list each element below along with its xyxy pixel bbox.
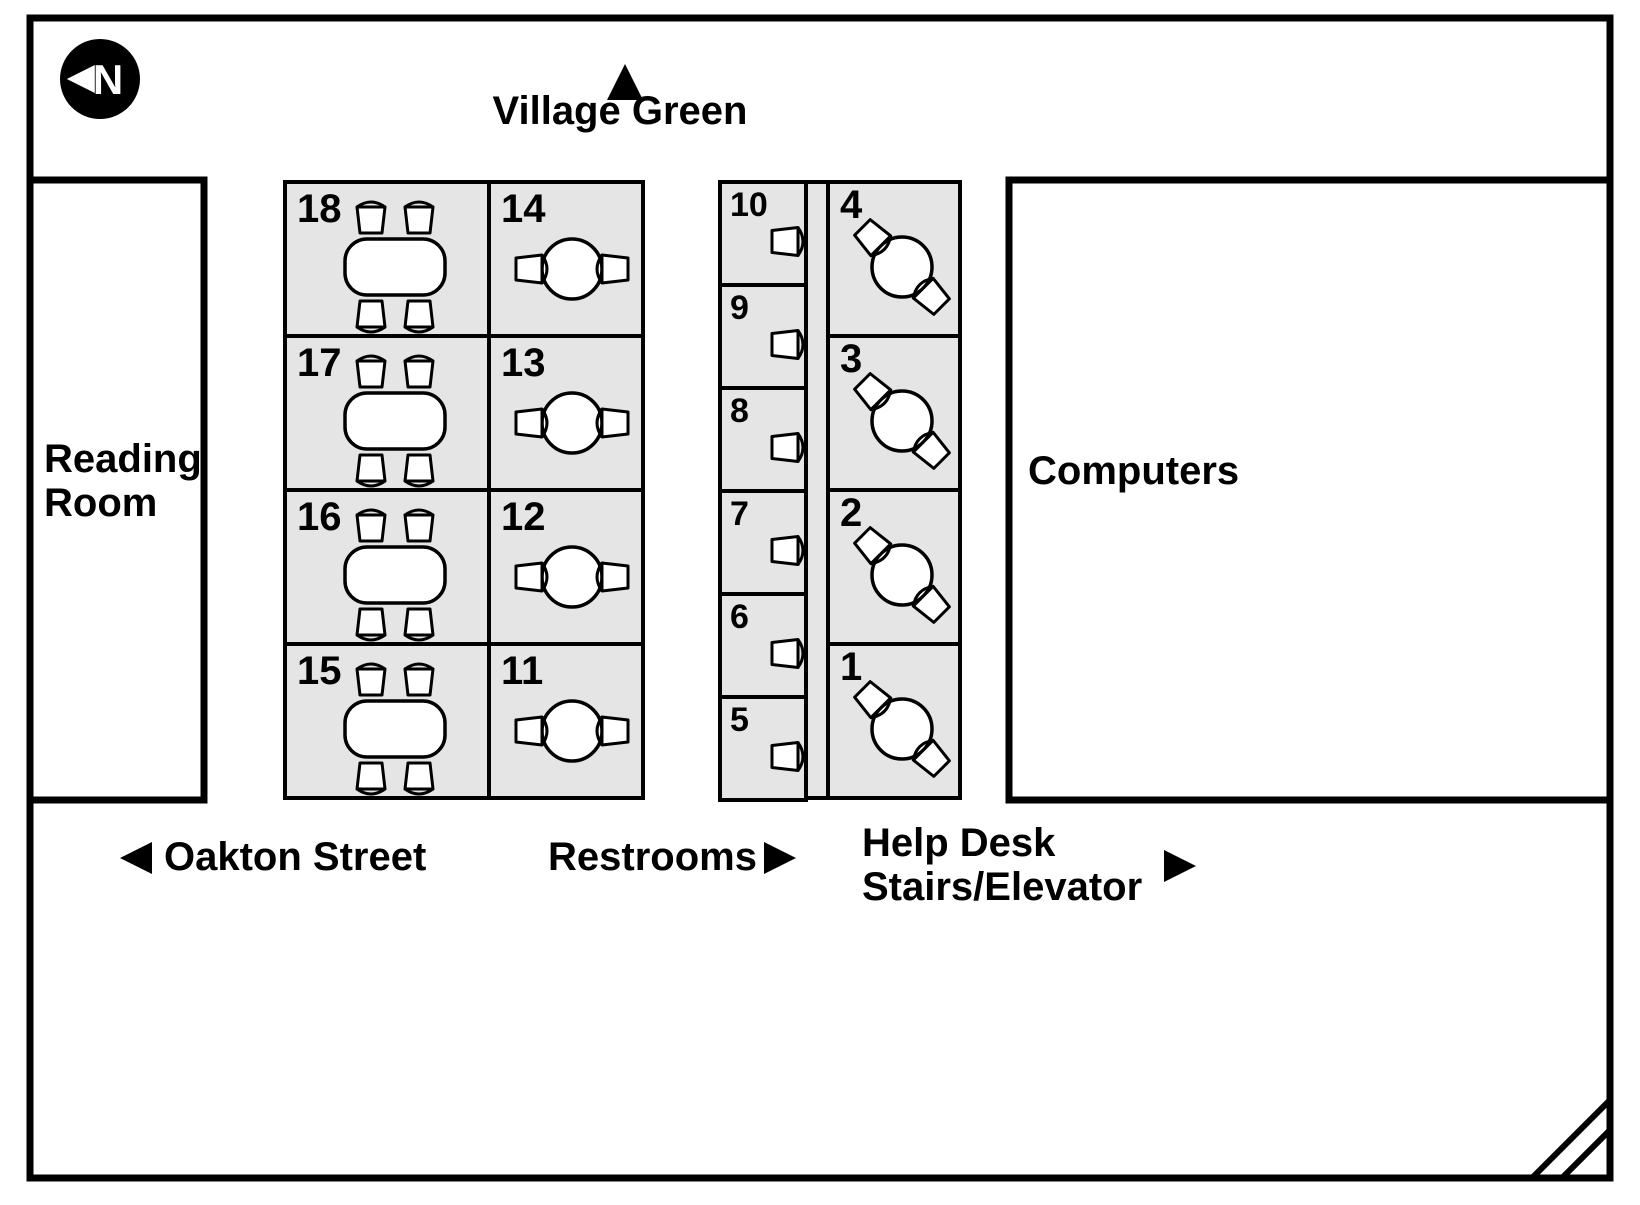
svg-text:3: 3 xyxy=(840,337,862,381)
table-column-d: 4 3 2 1 xyxy=(828,182,960,798)
svg-text:Reading: Reading xyxy=(44,437,202,481)
svg-text:2: 2 xyxy=(840,491,862,535)
svg-text:Help Desk: Help Desk xyxy=(862,821,1056,865)
floor-plan: NVillage GreenReadingRoomComputers181716… xyxy=(0,0,1640,1205)
compass-north: N xyxy=(60,39,140,119)
svg-text:Village Green: Village Green xyxy=(493,89,748,133)
svg-text:N: N xyxy=(93,56,123,103)
table-column-a: 18 17 16 15 xyxy=(285,182,489,798)
svg-text:18: 18 xyxy=(297,187,342,231)
svg-text:9: 9 xyxy=(730,289,749,327)
svg-text:5: 5 xyxy=(730,701,749,739)
table-column-b: 14 13 12 11 xyxy=(489,182,643,798)
svg-text:Restrooms: Restrooms xyxy=(548,835,757,879)
svg-text:4: 4 xyxy=(840,183,863,227)
svg-text:Room: Room xyxy=(44,481,157,525)
svg-text:13: 13 xyxy=(501,341,546,385)
svg-text:17: 17 xyxy=(297,341,342,385)
svg-text:15: 15 xyxy=(297,649,342,693)
room-reading-room: ReadingRoom xyxy=(30,180,204,800)
svg-text:12: 12 xyxy=(501,495,546,539)
room-computers: Computers xyxy=(1009,180,1610,800)
direction-village-green: Village Green xyxy=(493,64,748,133)
svg-text:Oakton Street: Oakton Street xyxy=(164,835,426,879)
floor-plan-svg: NVillage GreenReadingRoomComputers181716… xyxy=(0,0,1640,1205)
carrel-column: 10 9 8 7 6 5 xyxy=(720,182,830,800)
svg-text:1: 1 xyxy=(840,645,862,689)
svg-text:16: 16 xyxy=(297,495,342,539)
bottom-directions: Oakton Street Restrooms Help DeskStairs/El… xyxy=(120,821,1196,909)
svg-text:11: 11 xyxy=(501,649,543,693)
svg-text:7: 7 xyxy=(730,495,749,533)
svg-text:6: 6 xyxy=(730,598,749,636)
corner-hatch-icon xyxy=(1532,1100,1610,1178)
svg-text:14: 14 xyxy=(501,187,546,231)
svg-text:10: 10 xyxy=(730,186,768,224)
svg-text:8: 8 xyxy=(730,392,749,430)
svg-text:Stairs/Elevator: Stairs/Elevator xyxy=(862,865,1142,909)
svg-text:Computers: Computers xyxy=(1028,449,1239,493)
